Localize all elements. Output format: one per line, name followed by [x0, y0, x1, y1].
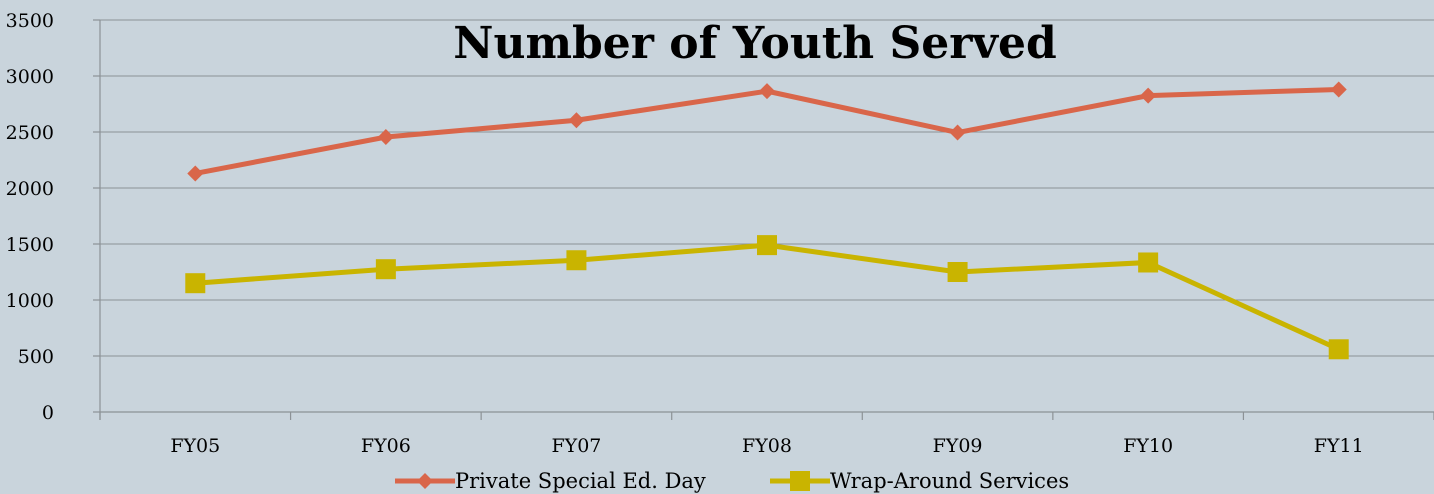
data-point — [1330, 81, 1347, 98]
y-tick-labels: 0 500 1000 1500 2000 2500 3000 3500 — [6, 10, 54, 424]
x-tick-labels: FY05 FY06 FY07 FY08 FY09 FY10 FY11 — [170, 435, 1363, 457]
series-line — [192, 86, 1342, 176]
data-point — [1140, 87, 1157, 104]
x-tick-label: FY11 — [1314, 435, 1364, 457]
data-point — [949, 124, 966, 141]
y-tick-label: 3000 — [6, 66, 54, 88]
data-point — [185, 273, 206, 294]
x-tick-label: FY06 — [361, 435, 411, 457]
legend-item: Wrap-Around Services — [770, 469, 1069, 493]
legend-label: Private Special Ed. Day — [455, 469, 706, 493]
y-tick-label: 2500 — [6, 122, 54, 144]
data-point — [377, 129, 394, 146]
data-point — [187, 165, 204, 182]
series — [185, 81, 1349, 360]
data-point — [947, 262, 968, 282]
x-tick-label: FY10 — [1123, 435, 1173, 457]
x-tick-label: FY05 — [170, 435, 220, 457]
y-tick-label: 0 — [42, 402, 54, 424]
series-line — [192, 242, 1342, 352]
axes — [93, 19, 1434, 420]
data-point — [1138, 252, 1159, 273]
legend-swatch-marker — [417, 473, 433, 489]
y-tick-label: 1000 — [6, 290, 54, 312]
legend-item: Private Special Ed. Day — [395, 469, 706, 493]
y-tick-label: 2000 — [6, 178, 54, 200]
y-tick-label: 1500 — [6, 234, 54, 256]
data-point — [568, 112, 585, 129]
data-point — [757, 235, 777, 256]
legend-swatch-marker — [790, 471, 810, 491]
series-1 — [187, 81, 1347, 182]
data-point — [1328, 339, 1349, 360]
series-2 — [185, 235, 1349, 360]
y-tick-label: 3500 — [6, 10, 54, 32]
y-tick-label: 500 — [18, 346, 54, 368]
chart-title: Number of Youth Served — [453, 18, 1056, 69]
legend: Private Special Ed. Day Wrap-Around Servi… — [395, 469, 1069, 493]
data-point — [375, 259, 396, 280]
legend-label: Wrap-Around Services — [830, 469, 1069, 493]
data-point — [566, 250, 587, 271]
x-tick-label: FY08 — [742, 435, 792, 457]
x-tick-label: FY07 — [551, 435, 601, 457]
x-tick-label: FY09 — [933, 435, 983, 457]
gridlines — [100, 19, 1434, 357]
data-point — [759, 83, 775, 100]
